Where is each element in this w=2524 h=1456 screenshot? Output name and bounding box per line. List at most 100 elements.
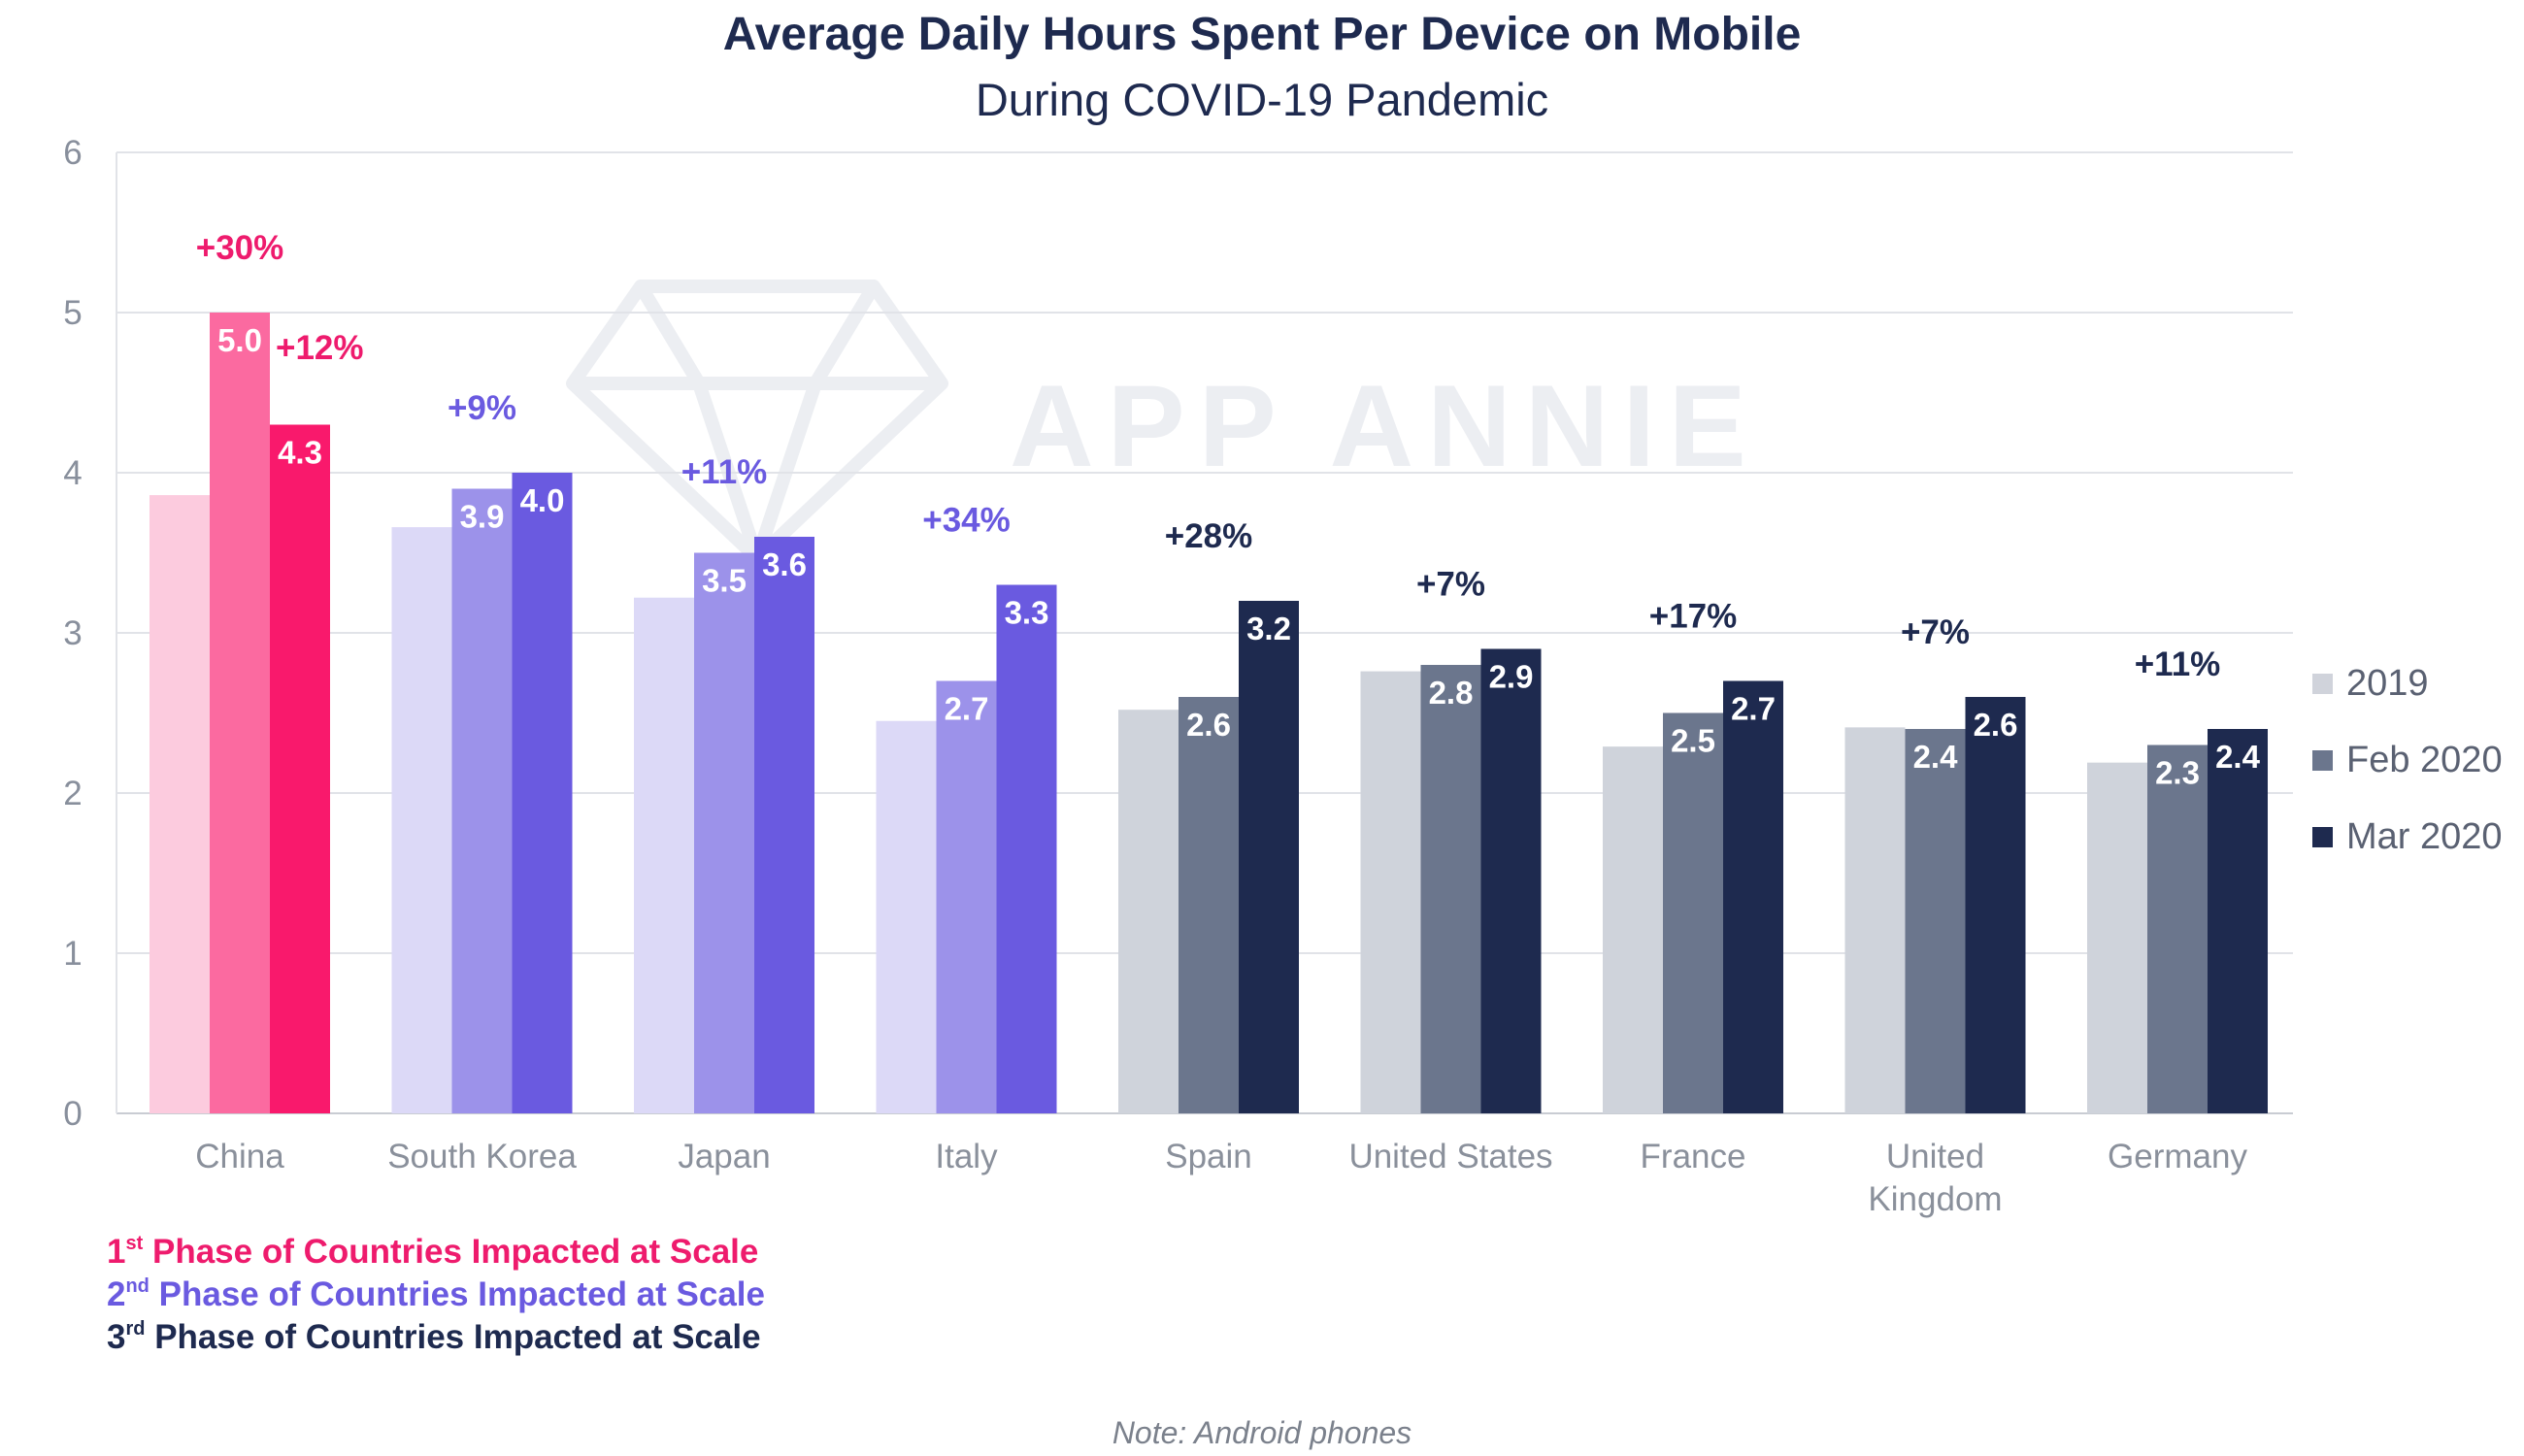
footnote: Note: Android phones xyxy=(1112,1415,1412,1450)
x-tick-label: United xyxy=(1886,1138,1984,1175)
bar xyxy=(1480,648,1542,1113)
growth-annotation: +34% xyxy=(922,502,1011,540)
bar xyxy=(210,313,270,1113)
bar-value-label: 2.7 xyxy=(945,691,989,727)
phase-1-suffix: st xyxy=(125,1233,144,1254)
bar xyxy=(1723,680,1783,1113)
bar xyxy=(1663,712,1723,1113)
y-tick-label: 4 xyxy=(63,454,82,492)
bar-value-label: 2.4 xyxy=(1913,739,1959,775)
bar xyxy=(1844,727,1906,1113)
phase-legend: 1st Phase of Countries Impacted at Scale… xyxy=(107,1231,765,1359)
x-tick-label: Japan xyxy=(678,1138,770,1175)
bar-value-label: 2.3 xyxy=(2155,755,2200,791)
legend-label-2019: 2019 xyxy=(2346,663,2429,704)
bar-value-label: 2.6 xyxy=(1186,707,1231,743)
phase-1-label: 1st Phase of Countries Impacted at Scale xyxy=(107,1231,765,1274)
legend-swatch-feb-2020 xyxy=(2312,750,2333,771)
bar xyxy=(149,495,210,1114)
bar xyxy=(754,537,814,1113)
bar xyxy=(1905,729,1966,1113)
watermark-text: APP ANNIE xyxy=(1010,361,1760,491)
growth-annotation: +28% xyxy=(1165,517,1253,555)
phase-3-text: Phase of Countries Impacted at Scale xyxy=(145,1318,761,1356)
growth-annotation: +12% xyxy=(276,329,364,367)
phase-2-label: 2nd Phase of Countries Impacted at Scale xyxy=(107,1274,765,1316)
legend-swatch-2019 xyxy=(2312,674,2333,694)
phase-3-label: 3rd Phase of Countries Impacted at Scale xyxy=(107,1316,765,1359)
x-tick-label: France xyxy=(1641,1138,1746,1175)
bar xyxy=(1179,697,1239,1113)
bar xyxy=(1360,671,1421,1113)
y-tick-label: 3 xyxy=(63,614,82,652)
bar-value-label: 3.5 xyxy=(702,563,747,599)
y-tick-label: 2 xyxy=(63,775,82,812)
growth-annotation: +17% xyxy=(1649,598,1738,636)
bar-value-label: 2.9 xyxy=(1489,659,1534,695)
y-tick-label: 0 xyxy=(63,1095,82,1133)
bar xyxy=(1420,665,1481,1113)
bar-value-label: 3.9 xyxy=(460,499,505,535)
bar xyxy=(451,488,513,1113)
x-tick-label: United States xyxy=(1348,1138,1552,1175)
phase-1-ordinal: 1 xyxy=(107,1233,126,1271)
x-tick-label: Italy xyxy=(935,1138,998,1175)
growth-annotation: +9% xyxy=(448,389,516,427)
bar xyxy=(876,720,937,1113)
bar-value-label: 3.3 xyxy=(1005,595,1049,631)
legend-label-mar-2020: Mar 2020 xyxy=(2346,816,2503,857)
bar-value-label: 4.0 xyxy=(520,482,565,518)
growth-annotation: +7% xyxy=(1901,613,1970,651)
legend-item-feb-2020: Feb 2020 xyxy=(2312,722,2503,799)
bar-value-label: 5.0 xyxy=(217,322,262,358)
bar xyxy=(996,584,1057,1113)
x-tick-label: Kingdom xyxy=(1868,1180,2002,1218)
chart-title: Average Daily Hours Spent Per Device on … xyxy=(722,9,1802,60)
bar xyxy=(1965,697,2026,1113)
bar xyxy=(1118,710,1179,1113)
bar xyxy=(2087,762,2147,1113)
y-tick-label: 6 xyxy=(63,134,82,172)
phase-3-ordinal: 3 xyxy=(107,1318,126,1356)
bar xyxy=(391,527,452,1113)
legend-label-feb-2020: Feb 2020 xyxy=(2346,740,2503,780)
x-tick-label: China xyxy=(195,1138,284,1175)
bar-value-label: 4.3 xyxy=(278,435,322,471)
x-tick-label: Spain xyxy=(1165,1138,1252,1175)
growth-annotation: +30% xyxy=(196,229,284,267)
bar xyxy=(634,597,694,1113)
growth-annotation: +7% xyxy=(1416,566,1485,604)
legend-item-2019: 2019 xyxy=(2312,645,2503,722)
bar xyxy=(1603,746,1663,1113)
phase-1-text: Phase of Countries Impacted at Scale xyxy=(143,1233,759,1271)
y-tick-label: 1 xyxy=(63,935,82,973)
bar xyxy=(694,552,754,1113)
bar xyxy=(270,424,330,1113)
phase-2-suffix: nd xyxy=(125,1275,149,1297)
bar xyxy=(936,680,997,1113)
chart-subtitle: During COVID-19 Pandemic xyxy=(975,74,1549,125)
legend-item-mar-2020: Mar 2020 xyxy=(2312,799,2503,876)
x-tick-label: South Korea xyxy=(387,1138,577,1175)
chart-legend: 2019 Feb 2020 Mar 2020 xyxy=(2312,645,2503,876)
phase-2-ordinal: 2 xyxy=(107,1275,126,1313)
bar-value-label: 2.5 xyxy=(1671,723,1715,759)
growth-annotation: +11% xyxy=(2135,645,2221,683)
bar-value-label: 2.6 xyxy=(1974,707,2018,743)
bar-value-label: 3.2 xyxy=(1246,611,1291,646)
growth-annotation: +11% xyxy=(681,453,768,491)
bar xyxy=(512,473,573,1113)
bar-value-label: 2.8 xyxy=(1429,675,1474,711)
bar xyxy=(1239,601,1299,1113)
phase-2-text: Phase of Countries Impacted at Scale xyxy=(149,1275,765,1313)
bar-value-label: 2.7 xyxy=(1731,691,1776,727)
bar-value-label: 3.6 xyxy=(762,546,807,582)
y-tick-label: 5 xyxy=(63,294,82,332)
bar-value-label: 2.4 xyxy=(2215,739,2261,775)
bar xyxy=(2147,745,2208,1113)
phase-3-suffix: rd xyxy=(125,1318,146,1340)
legend-swatch-mar-2020 xyxy=(2312,827,2333,847)
bar xyxy=(2208,729,2268,1113)
x-tick-label: Germany xyxy=(2108,1138,2247,1175)
